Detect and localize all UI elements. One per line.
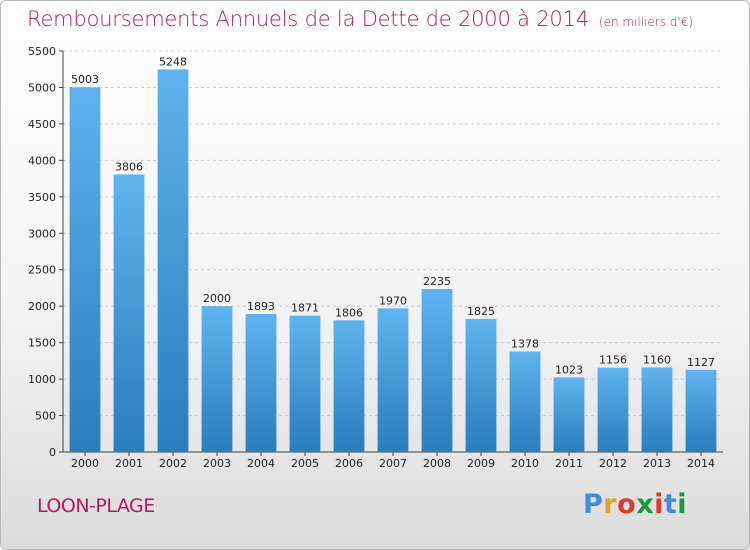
x-tick-label: 2001 (115, 457, 143, 470)
logo-letter: r (603, 489, 618, 520)
unit-note: (en milliers d'€) (598, 15, 694, 29)
y-tick-label: 3000 (28, 227, 56, 240)
bar (597, 367, 629, 452)
x-tick-label: 2013 (643, 457, 671, 470)
logo-letter: P (583, 489, 604, 520)
x-tick-label: 2011 (555, 457, 583, 470)
bar (465, 318, 497, 452)
logo-letter: i (654, 489, 664, 520)
y-tick-label: 1500 (28, 337, 56, 350)
logo-letter: i (677, 489, 688, 520)
data-label: 1806 (335, 306, 363, 319)
data-label: 3806 (115, 161, 143, 174)
data-label: 1893 (247, 300, 275, 313)
bar (333, 320, 365, 452)
bar (553, 377, 585, 452)
data-label: 5003 (71, 73, 99, 86)
chart-title: Remboursements Annuels de la Dette de 20… (27, 7, 693, 31)
x-tick-label: 2003 (203, 457, 231, 470)
bar (377, 308, 409, 452)
x-tick-label: 2008 (423, 457, 451, 470)
x-tick-label: 2000 (71, 457, 99, 470)
logo-letter: t (663, 489, 678, 520)
y-tick-label: 4500 (28, 118, 56, 131)
data-label: 5248 (159, 55, 187, 68)
data-label: 1160 (643, 353, 671, 366)
x-tick-label: 2005 (291, 457, 319, 470)
town-name: LOON-PLAGE (37, 495, 155, 517)
proxiti-logo: Proxiti (583, 489, 687, 520)
bar (421, 289, 453, 452)
data-label: 1970 (379, 294, 407, 307)
bar (685, 369, 717, 452)
y-tick-label: 5000 (28, 81, 56, 94)
bar (509, 351, 541, 452)
data-label: 1127 (687, 356, 715, 369)
data-label: 1871 (291, 302, 319, 315)
data-label: 2000 (203, 292, 231, 305)
x-tick-label: 2004 (247, 457, 275, 470)
x-tick-label: 2007 (379, 457, 407, 470)
bar (289, 315, 321, 452)
bar (69, 87, 101, 453)
x-tick-label: 2012 (599, 457, 627, 470)
y-tick-label: 2000 (28, 300, 56, 313)
x-tick-label: 2006 (335, 457, 363, 470)
bar (157, 69, 189, 452)
bar (245, 313, 277, 452)
data-label: 1156 (599, 354, 627, 367)
bar (201, 306, 233, 452)
bar (641, 367, 673, 452)
bar (113, 174, 145, 452)
data-label: 1023 (555, 363, 583, 376)
x-tick-label: 2009 (467, 457, 495, 470)
logo-letter: x (636, 489, 655, 520)
y-tick-label: 5500 (28, 45, 56, 58)
y-tick-label: 500 (35, 410, 56, 423)
chart-title-text: Remboursements Annuels de la Dette de 20… (27, 7, 589, 31)
data-label: 1378 (511, 338, 539, 351)
y-tick-label: 4000 (28, 154, 56, 167)
y-tick-label: 1000 (28, 373, 56, 386)
y-tick-label: 3500 (28, 191, 56, 204)
data-label: 2235 (423, 275, 451, 288)
y-tick-label: 2500 (28, 264, 56, 277)
y-tick-label: 0 (49, 446, 56, 459)
logo-letter: o (617, 489, 637, 520)
x-tick-label: 2002 (159, 457, 187, 470)
x-tick-label: 2010 (511, 457, 539, 470)
x-tick-label: 2014 (687, 457, 715, 470)
data-label: 1825 (467, 305, 495, 318)
